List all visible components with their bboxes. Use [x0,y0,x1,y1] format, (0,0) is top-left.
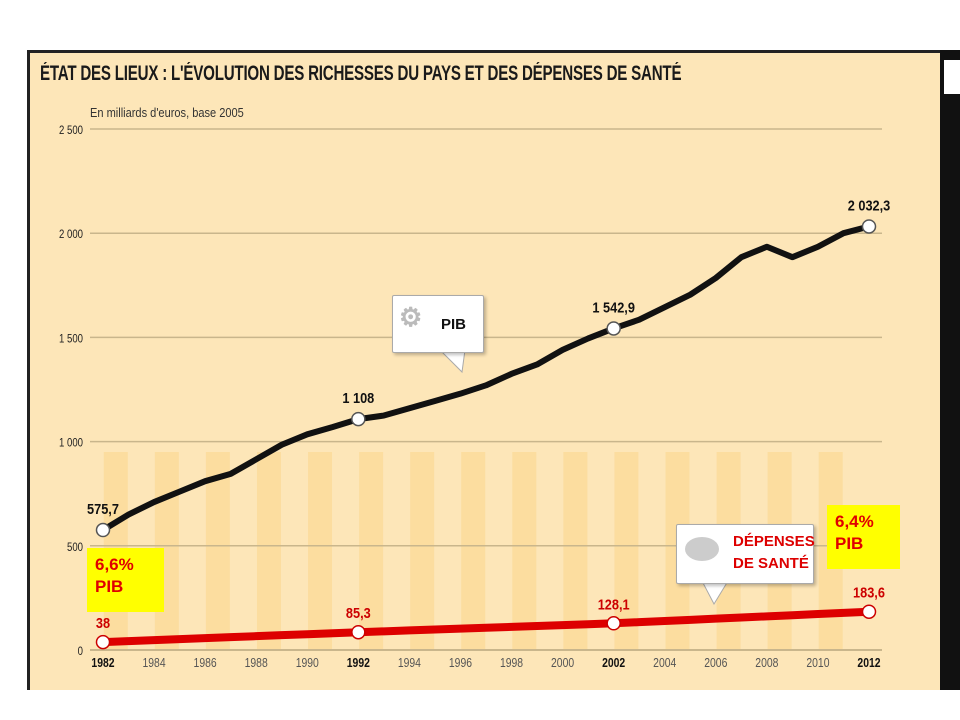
background-stripe [461,452,486,650]
chart-subtitle: En milliards d'euros, base 2005 [90,105,244,120]
x-tick-label: 1994 [398,656,422,670]
chart-title: ÉTAT DES LIEUX : L'ÉVOLUTION DES RICHESS… [40,62,682,85]
pib-line [101,223,870,533]
x-tick-label: 2006 [704,656,728,670]
x-tick-label: 2000 [551,656,575,670]
x-tick-label: 1982 [91,656,115,670]
note-right-pib: PIB [835,534,864,553]
y-tick-label: 0 [78,645,83,658]
pib-bubble: ⚙ PIB [392,295,484,353]
x-tick-label: 1998 [500,656,524,670]
background-stripe [512,452,537,650]
pib-bubble-label: PIB [441,316,467,333]
sante-bubble-line-2: DE SANTÉ [733,555,809,572]
x-tick-label: 2004 [653,656,677,670]
background-stripe [410,452,435,650]
pib-bubble-tail [438,349,466,374]
y-tick-label: 1 000 [59,437,83,450]
data-point [351,411,366,427]
background-stripe [205,452,230,650]
y-tick-label: 500 [67,541,83,554]
right-border [940,50,960,690]
y-tick-label: 2 000 [59,228,83,241]
background-stripe [359,452,384,650]
sante-bubble: DÉPENSES DE SANTÉ [676,524,815,584]
x-tick-label: 2002 [602,656,626,670]
x-tick-label: 2012 [857,656,881,670]
x-tick-label: 1984 [142,656,166,670]
data-label: 1 108 [342,389,374,406]
note-right-pct: 6,4% [835,512,874,531]
y-tick-label: 2 500 [59,124,83,137]
x-tick-label: 1986 [194,656,218,670]
sante-line [102,607,870,647]
gears-icon: ⚙ [399,302,423,332]
data-label: 1 542,9 [592,298,635,315]
data-label: 183,6 [853,584,885,601]
note-left-pct: 6,6% [95,555,134,574]
note-left-pib: PIB [95,577,124,596]
sante-bubble-line-1: DÉPENSES [733,533,815,550]
y-tick-label: 1 500 [59,332,83,345]
pills-icon [685,537,719,561]
data-point [95,522,111,538]
data-point [351,624,366,640]
x-tick-label: 2010 [806,656,830,670]
data-label: 575,7 [87,500,119,517]
right-white-box [944,60,960,94]
data-point [606,616,621,631]
x-tick-label: 2008 [755,656,779,670]
x-tick-label: 1996 [449,656,473,670]
data-point [606,321,621,336]
data-point [861,604,877,619]
note-left: 6,6% PIB [87,548,164,612]
x-tick-label: 1990 [296,656,320,670]
note-right: 6,4% PIB [827,505,900,569]
x-tick-label: 1988 [245,656,269,670]
background-stripe [563,452,588,650]
data-point [861,219,877,234]
x-tick-label: 1992 [347,656,371,670]
background-stripe [614,452,639,650]
data-label: 38 [96,614,110,631]
data-label: 85,3 [346,604,371,621]
background-stripe [308,452,333,650]
data-label: 128,1 [598,595,630,612]
data-point [95,634,111,650]
background-stripe [256,452,281,650]
data-label: 2 032,3 [848,196,891,213]
